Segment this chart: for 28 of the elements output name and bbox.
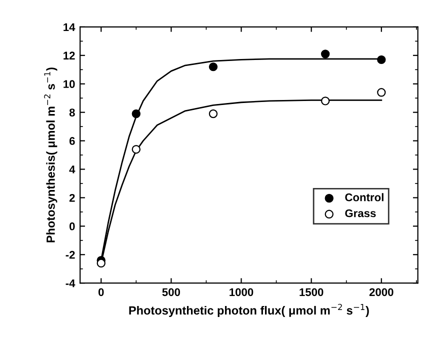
point (320, 96, 330, 106)
x-tick-label: 500 (162, 288, 180, 296)
y-tick-label: 14 (64, 23, 76, 31)
y-tick-label: 0 (70, 222, 75, 230)
x-tick-label: 1500 (300, 288, 324, 296)
y-tick-label: 12 (64, 52, 75, 60)
x-axis-title: Photosynthetic photon flux( μmol m$^{−2}$ s$^{−1}$) (129, 304, 369, 317)
point (132, 109, 141, 118)
y-axis-title: Photosynthesis( μmol m$^{−2}$ s$^{−1}$) (44, 68, 58, 242)
y-tick-label: 4 (69, 166, 76, 174)
legend-label: Grass (345, 209, 376, 218)
y-tick-label: 2 (69, 194, 75, 202)
legend-label: Control (345, 193, 384, 202)
y-tick-label: 6 (69, 137, 75, 145)
point (132, 144, 141, 154)
y-tick-label: -2 (66, 250, 75, 259)
point (208, 109, 218, 118)
point (320, 50, 330, 58)
y-tick-label: 10 (64, 80, 75, 88)
point (377, 55, 386, 64)
x-tick-label: 2000 (369, 288, 394, 296)
y-tick-label: -4 (66, 279, 76, 288)
point (96, 258, 106, 268)
point (208, 62, 218, 72)
x-tick-label: 1000 (230, 288, 254, 296)
x-tick-label: 0 (98, 288, 104, 296)
point (377, 88, 386, 97)
y-tick-label: 8 (69, 108, 75, 116)
